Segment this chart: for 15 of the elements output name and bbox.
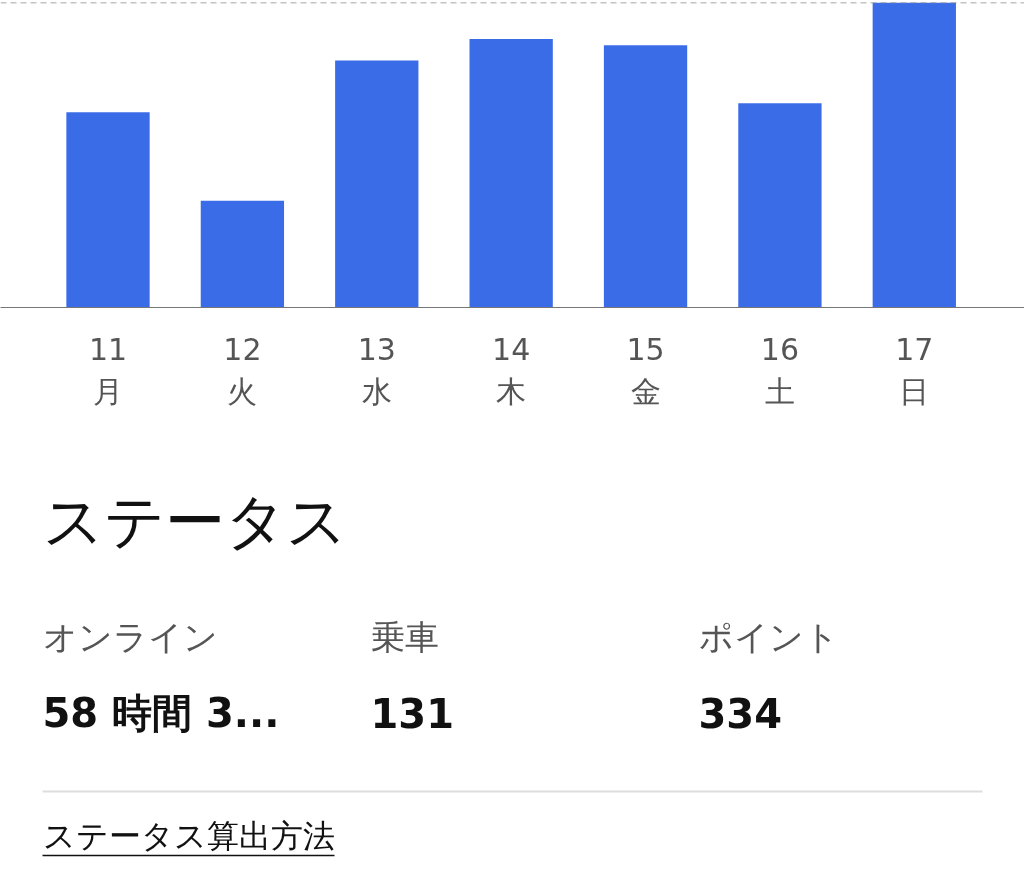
text: 乗車 xyxy=(370,616,439,657)
x-tick-label: 12 火 xyxy=(223,331,262,409)
text: ポイント xyxy=(698,616,839,657)
x-tick-label: 11 月 xyxy=(88,331,128,409)
x-tick-label: 13 水 xyxy=(357,331,396,409)
text: オンライン xyxy=(42,616,218,657)
text: 58 時間 3... xyxy=(42,689,280,736)
x-tick-label: 16 土 xyxy=(760,331,800,409)
text: ステータス算出方法 xyxy=(42,816,335,855)
text: 334 xyxy=(698,690,782,737)
text: 131 xyxy=(370,690,454,737)
x-tick-label: 14 木 xyxy=(492,331,531,409)
x-tick-label: 15 金 xyxy=(626,331,665,409)
text: ステータス xyxy=(42,485,347,556)
x-tick-label: 17 日 xyxy=(895,331,934,409)
